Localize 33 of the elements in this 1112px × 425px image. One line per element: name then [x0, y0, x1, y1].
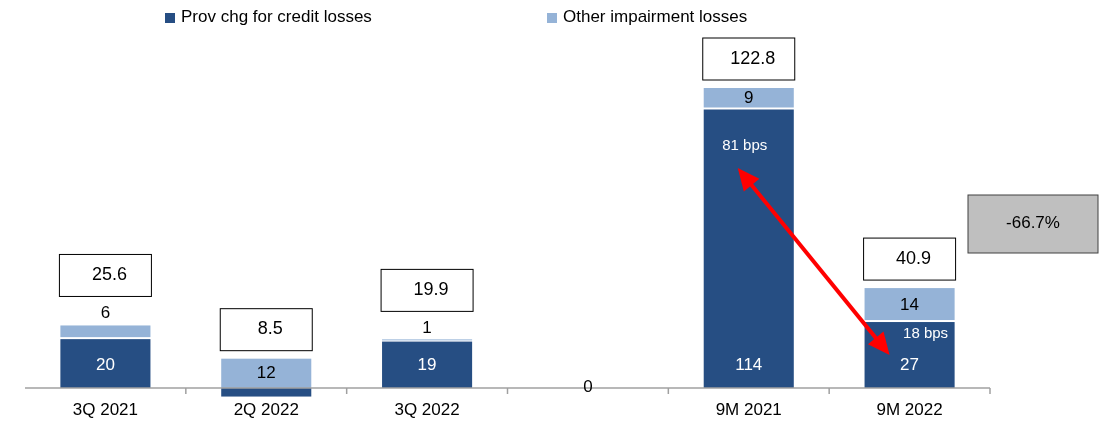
bar	[703, 88, 794, 108]
data-label: 19	[417, 355, 437, 375]
x-tick-label: 9M 2022	[876, 400, 943, 420]
bar	[60, 325, 151, 338]
text: -66.7%	[1006, 213, 1060, 233]
x-tick-label: 2Q 2022	[233, 400, 299, 420]
data-label: 12	[256, 362, 276, 382]
bar	[60, 339, 151, 388]
legend-label: Other impairment losses	[563, 7, 748, 27]
x-tick-label: 3Q 2021	[72, 400, 139, 420]
annotation: 81 bps	[722, 135, 768, 153]
bar	[864, 288, 955, 321]
bar	[382, 341, 473, 388]
total-label: 19.9	[413, 279, 449, 300]
bar	[221, 388, 312, 397]
x-tick-label: 3Q 2022	[394, 400, 460, 420]
legend-label: Prov chg for credit losses	[181, 7, 372, 27]
data-label: 114	[735, 355, 763, 375]
bar	[864, 322, 955, 388]
total-label: 40.9	[896, 247, 932, 268]
x-tick-label: 9M 2021	[715, 400, 782, 420]
data-label: 6	[100, 302, 111, 322]
bar	[221, 358, 312, 388]
data-label: 20	[95, 355, 115, 375]
annotation: 18 bps	[903, 323, 949, 341]
total-label: 25.6	[91, 264, 127, 285]
data-label: 27	[900, 355, 920, 375]
data-label: 1	[422, 317, 432, 337]
data-label: 14	[900, 294, 920, 314]
total-label: 8.5	[257, 318, 283, 339]
data-label: 0	[583, 377, 593, 397]
total-label: 122.8	[730, 47, 776, 68]
data-label: 9	[744, 88, 754, 108]
